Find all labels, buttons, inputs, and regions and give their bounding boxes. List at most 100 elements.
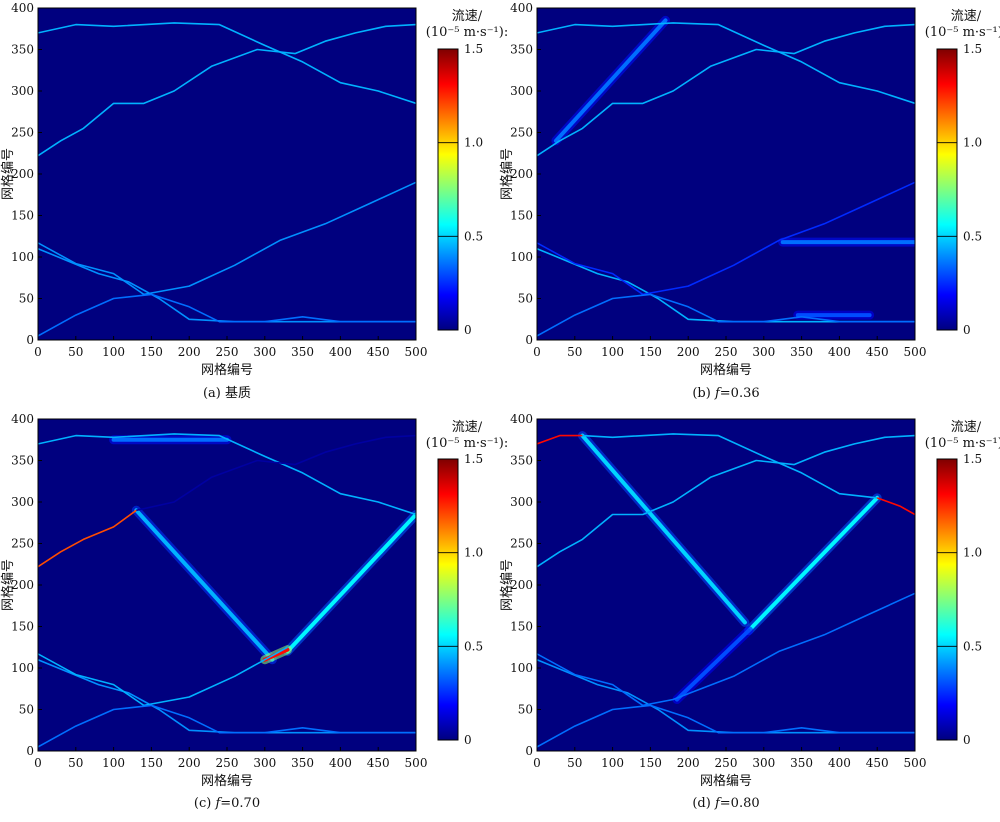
x-tick-label: 450 [367, 345, 390, 359]
x-tick-label: 400 [828, 345, 851, 359]
y-tick-label: 200 [11, 167, 34, 181]
flow-layer [537, 431, 915, 748]
flow-layer [537, 15, 915, 337]
flow-layer [38, 22, 416, 337]
fracture-line [38, 646, 288, 707]
colorbar-tick-label: 1.5 [464, 42, 483, 56]
x-tick-label: 100 [601, 756, 624, 770]
x-tick-label: 450 [367, 756, 390, 770]
y-tick-label: 150 [510, 620, 533, 634]
fracture-line [38, 509, 137, 568]
colorbar-title-line1: 流速/ [951, 9, 982, 24]
x-tick-label: 150 [140, 756, 163, 770]
fracture-line [38, 22, 416, 105]
fracture-line [876, 497, 915, 516]
x-tick-label: 150 [639, 756, 662, 770]
flow-path [134, 508, 275, 662]
panel-a: 0 50 100 150 200 250 300 350 400 450 500 0 50 100 150 2… [0, 1, 508, 401]
flow-layer [38, 433, 416, 748]
y-tick-label: 400 [11, 1, 34, 15]
x-axis-label: 网格编号 [201, 773, 253, 789]
y-tick-label: 300 [510, 495, 533, 509]
y-tick-label: 350 [11, 454, 34, 468]
colorbar: 流速/(10⁻⁵ m·s⁻¹): 1.5 1.0 0.5 0 [426, 9, 508, 337]
y-tick-label: 200 [510, 167, 533, 181]
y-tick-label: 250 [11, 126, 34, 140]
y-tick-label: 50 [19, 703, 34, 717]
y-tick-label: 350 [510, 43, 533, 57]
fracture-line [537, 592, 915, 707]
x-tick-label: 350 [790, 345, 813, 359]
x-tick-label: 400 [329, 345, 352, 359]
colorbar-tick-label: 1.0 [963, 136, 982, 150]
colorbar-tick-label: 0.5 [963, 639, 982, 653]
flow-path [285, 512, 416, 654]
x-tick-label: 50 [68, 345, 83, 359]
y-tick-label: 0 [26, 333, 34, 347]
colorbar-gradient [936, 458, 958, 741]
fracture-line [38, 181, 416, 296]
fracture-line [537, 293, 915, 337]
y-tick-label: 0 [525, 744, 533, 758]
y-tick-label: 350 [510, 454, 533, 468]
fracture-line [38, 293, 416, 337]
x-tick-label: 200 [677, 345, 700, 359]
flow-path [674, 628, 751, 702]
fracture-line [537, 23, 915, 157]
y-tick-label: 200 [11, 578, 34, 592]
fracture-line [582, 433, 878, 499]
x-tick-label: 300 [253, 345, 276, 359]
colorbar-gradient [936, 48, 958, 331]
fracture-line [537, 181, 915, 296]
y-tick-label: 100 [11, 661, 34, 675]
panel-caption: (d) f=0.80 [692, 796, 759, 811]
y-tick-label: 400 [510, 412, 533, 426]
y-tick-label: 300 [510, 84, 533, 98]
panel-caption: (a) 基质 [203, 386, 251, 401]
panel-c: 0 50 100 150 200 250 300 350 400 450 500 0 50 100 150 2… [0, 412, 508, 811]
flow-path [580, 433, 747, 625]
y-tick-label: 400 [510, 1, 533, 15]
flow-path [746, 495, 880, 633]
fracture-line [537, 434, 583, 445]
x-tick-label: 500 [904, 345, 927, 359]
x-tick-label: 0 [34, 345, 42, 359]
fracture-line [38, 433, 416, 516]
x-tick-label: 50 [567, 345, 582, 359]
x-tick-label: 100 [102, 756, 125, 770]
x-tick-label: 500 [405, 345, 428, 359]
y-tick-label: 100 [510, 250, 533, 264]
x-axis-label: 网格编号 [700, 773, 752, 789]
y-tick-label: 150 [510, 209, 533, 223]
colorbar-title-line2: (10⁻⁵ m·s⁻¹): [426, 436, 508, 451]
x-axis-label: 网格编号 [700, 362, 752, 378]
x-tick-label: 400 [329, 756, 352, 770]
x-tick-label: 200 [178, 345, 201, 359]
y-axis-label: 网格编号 [499, 559, 515, 611]
panel-caption: (b) f=0.36 [692, 386, 759, 401]
colorbar: 流速/(10⁻⁵ m·s⁻¹): 1.5 1.0 0.5 0 [925, 9, 1000, 337]
colorbar-title-line1: 流速/ [951, 420, 982, 435]
x-tick-label: 500 [904, 756, 927, 770]
x-tick-label: 150 [639, 345, 662, 359]
y-tick-label: 100 [11, 250, 34, 264]
colorbar-tick-label: 0 [963, 323, 971, 337]
y-tick-label: 0 [26, 744, 34, 758]
x-tick-label: 200 [178, 756, 201, 770]
x-tick-label: 200 [677, 756, 700, 770]
x-tick-label: 150 [140, 345, 163, 359]
x-tick-label: 100 [601, 345, 624, 359]
x-tick-label: 250 [216, 756, 239, 770]
colorbar-tick-label: 0 [464, 733, 472, 747]
y-tick-label: 0 [525, 333, 533, 347]
fracture-line [537, 434, 915, 568]
colorbar-tick-label: 1.5 [464, 452, 483, 466]
colorbar-tick-label: 1.0 [963, 546, 982, 560]
x-tick-label: 250 [715, 345, 738, 359]
x-tick-label: 350 [291, 756, 314, 770]
y-tick-label: 250 [510, 126, 533, 140]
x-tick-label: 250 [715, 756, 738, 770]
fracture-line [136, 434, 416, 512]
colorbar-gradient [437, 458, 459, 741]
panel-caption: (c) f=0.70 [194, 796, 260, 811]
